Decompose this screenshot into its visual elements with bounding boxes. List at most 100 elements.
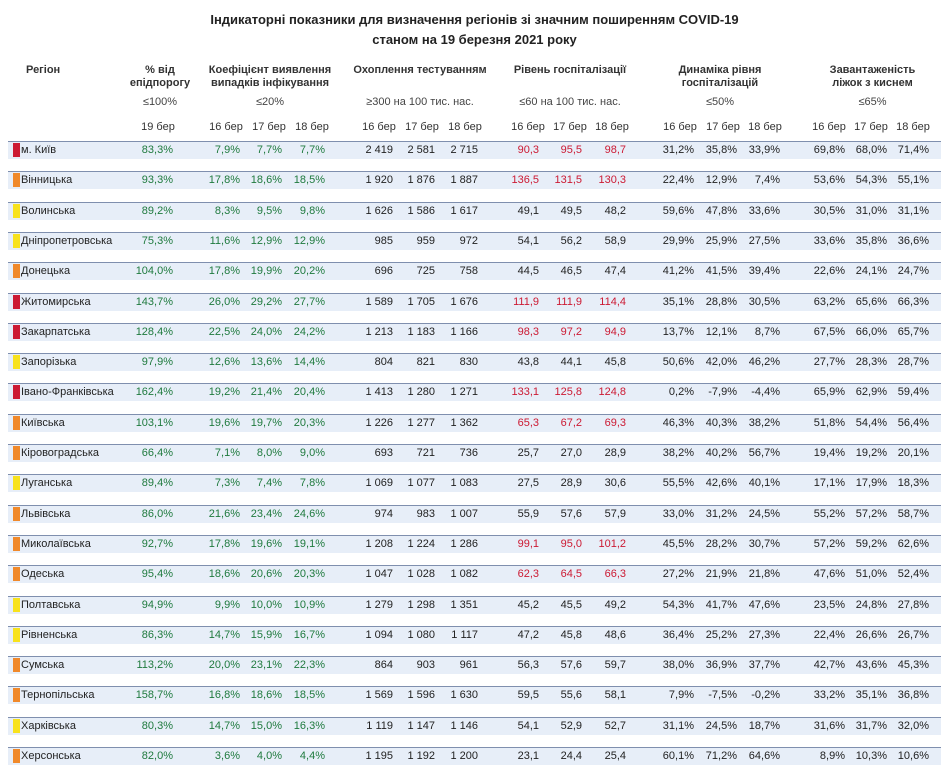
dynamics-value: 47,8% — [705, 204, 737, 217]
hosp-value: 48,2 — [604, 204, 626, 217]
testing-value: 693 — [374, 447, 393, 459]
hosp-value: 46,5 — [560, 265, 582, 278]
hosp-value: 47,2 — [517, 628, 539, 641]
zone-marker — [13, 688, 20, 703]
hosp-value: 52,7 — [604, 719, 626, 732]
dynamics-value: 24,5% — [705, 719, 737, 732]
region-name: Луганська — [21, 477, 73, 490]
detection-value: 19,7% — [250, 416, 282, 429]
hosp-value: 111,9 — [556, 295, 582, 308]
oxygen-value: 26,7% — [897, 628, 929, 641]
zone-marker — [13, 324, 20, 339]
detection-value: 18,6% — [250, 689, 282, 702]
zone-marker — [13, 718, 20, 733]
dynamics-value: 0,2% — [668, 386, 694, 399]
detection-value: 13,6% — [250, 356, 282, 369]
header-hosp: Рівень госпіталізації ≤60 на 100 тис. на… — [500, 64, 640, 109]
testing-value: 1 213 — [365, 325, 393, 338]
testing-value: 1 117 — [451, 628, 478, 641]
hosp-value: 47,4 — [604, 265, 626, 278]
testing-value: 1 028 — [407, 568, 435, 581]
date-detection-2: 18 бер — [295, 121, 329, 133]
region-name: Київська — [21, 416, 65, 429]
hosp-value: 49,2 — [604, 598, 626, 611]
header-oxygen: Завантаженість ліжок з киснем ≤65% — [800, 64, 945, 109]
detection-value: 17,8% — [208, 174, 240, 187]
dynamics-value: 7,9% — [668, 689, 694, 702]
oxygen-value: 27,8% — [897, 598, 929, 611]
testing-value: 959 — [416, 234, 435, 247]
oxygen-value: 65,7% — [897, 325, 929, 338]
date-testing-0: 16 бер — [362, 121, 396, 133]
detection-value: 23,1% — [250, 659, 282, 672]
oxygen-value: 42,7% — [813, 659, 845, 672]
testing-value: 1 351 — [450, 598, 478, 611]
date-hosp-0: 16 бер — [511, 121, 545, 133]
hosp-value: 133,1 — [511, 386, 539, 399]
oxygen-value: 30,5% — [813, 204, 845, 217]
header-region: Регіон — [26, 64, 60, 77]
testing-value: 1 047 — [365, 568, 393, 581]
header-threshold-line2: епідпорогу — [129, 77, 191, 89]
testing-value: 1 080 — [407, 628, 435, 641]
oxygen-value: 43,6% — [855, 659, 887, 672]
dynamics-value: 54,3% — [662, 598, 694, 611]
hosp-value: 62,3 — [517, 568, 539, 581]
testing-value: 1 271 — [450, 386, 478, 399]
oxygen-value: 22,4% — [813, 628, 845, 641]
hosp-value: 69,3 — [604, 416, 626, 429]
testing-value: 903 — [416, 659, 435, 672]
dynamics-value: 46,2% — [748, 356, 780, 369]
detection-value: 19,6% — [208, 416, 240, 429]
detection-value: 18,6% — [250, 174, 282, 187]
table-row: Донецька 104,0% 17,8% 19,9% 20,2% 696 725 758 44… — [8, 262, 941, 281]
hosp-value: 45,5 — [560, 598, 582, 611]
dynamics-value: 38,2% — [662, 447, 694, 459]
header-threshold-limit: ≤100% — [142, 96, 178, 108]
dynamics-value: 41,5% — [705, 265, 737, 278]
hosp-value: 28,9 — [604, 447, 626, 459]
testing-value: 1 077 — [407, 477, 435, 490]
detection-value: 20,3% — [293, 416, 325, 429]
testing-value: 974 — [374, 507, 393, 520]
header-testing-line2 — [350, 77, 490, 90]
dynamics-value: 41,7% — [705, 598, 737, 611]
threshold-value: 82,0% — [141, 750, 173, 762]
oxygen-value: 36,8% — [897, 689, 929, 702]
region-name: Житомирська — [21, 295, 91, 308]
zone-marker — [13, 446, 20, 460]
threshold-value: 103,1% — [135, 416, 173, 429]
hosp-value: 94,9 — [604, 325, 626, 338]
oxygen-value: 59,4% — [897, 386, 929, 399]
detection-value: 29,2% — [250, 295, 282, 308]
title-line-2: станом на 19 березня 2021 року — [372, 32, 577, 47]
table-row: Дніпропетровська 75,3% 11,6% 12,9% 12,9% 985 9… — [8, 231, 941, 250]
detection-value: 7,7% — [256, 144, 282, 156]
testing-value: 821 — [416, 356, 435, 369]
date-threshold-0: 19 бер — [141, 121, 175, 133]
zone-marker — [13, 355, 20, 370]
hosp-value: 57,6 — [560, 659, 582, 672]
testing-value: 1 280 — [407, 386, 435, 399]
oxygen-value: 51,0% — [855, 568, 887, 581]
table-row: Тернопільська 158,7% 16,8% 18,6% 18,5% 1 569 1… — [8, 686, 941, 705]
detection-value: 17,8% — [208, 537, 240, 550]
testing-value: 2 715 — [450, 144, 478, 156]
oxygen-value: 26,6% — [855, 628, 887, 641]
detection-value: 18,6% — [208, 568, 240, 581]
dynamics-value: 56,7% — [748, 447, 780, 459]
region-name: Волинська — [21, 204, 76, 217]
zone-marker — [13, 658, 20, 673]
zone-marker — [13, 749, 20, 763]
testing-value: 1 183 — [407, 325, 435, 338]
hosp-value: 57,6 — [560, 507, 582, 520]
detection-value: 8,0% — [256, 447, 282, 459]
dynamics-value: 12,1% — [705, 325, 737, 338]
dynamics-value: 60,1% — [662, 750, 694, 762]
testing-value: 1 083 — [450, 477, 478, 490]
detection-value: 9,0% — [299, 447, 325, 459]
detection-value: 10,9% — [293, 598, 325, 611]
date-dynamics-2: 18 бер — [748, 121, 782, 133]
hosp-value: 45,2 — [517, 598, 539, 611]
region-name: Рівненська — [21, 628, 78, 641]
